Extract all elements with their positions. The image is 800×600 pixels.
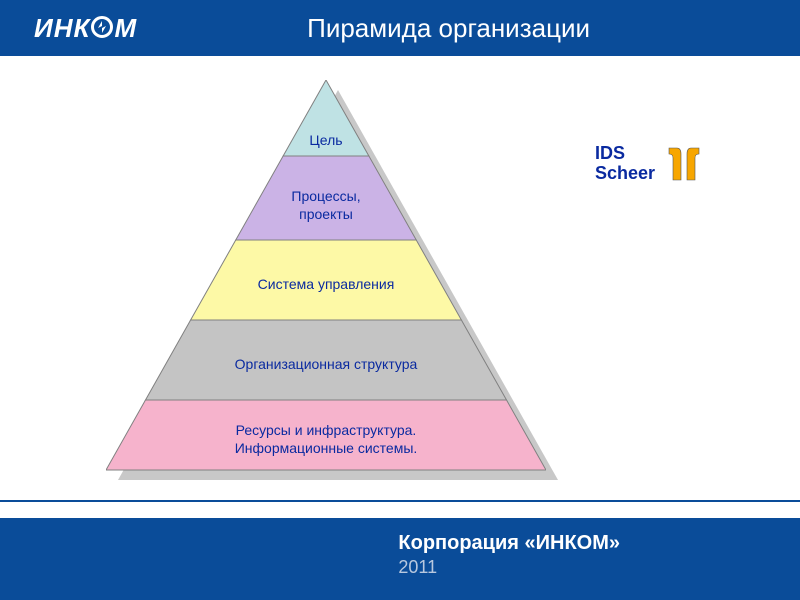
ids-line2: Scheer — [595, 164, 655, 184]
content-area: ЦельПроцессы,проектыСистема управленияОр… — [0, 56, 800, 500]
pyramid-level-2 — [191, 240, 462, 320]
ids-scheer-text: IDS Scheer — [595, 144, 655, 184]
pyramid-level-4 — [106, 400, 546, 470]
logo-text-left: ИНК — [34, 13, 90, 44]
header-bar: ИНК М Пирамида организации — [0, 0, 800, 56]
footer-year: 2011 — [398, 557, 620, 578]
logo-emblem-icon — [91, 16, 113, 38]
pyramid-level-1 — [236, 156, 417, 240]
footer-bar: Корпорация «ИНКОМ» 2011 — [0, 518, 800, 600]
footer-corp: Корпорация «ИНКОМ» — [398, 532, 620, 555]
footer-divider — [0, 500, 800, 518]
ids-scheer-block: IDS Scheer — [595, 144, 705, 184]
ids-scheer-icon — [663, 144, 705, 184]
pyramid-svg — [106, 80, 546, 478]
pyramid-level-0 — [283, 80, 369, 156]
logo: ИНК М — [34, 13, 137, 44]
ids-line1: IDS — [595, 144, 655, 164]
page-title: Пирамида организации — [307, 13, 590, 44]
pyramid-level-3 — [145, 320, 506, 400]
pyramid-diagram: ЦельПроцессы,проектыСистема управленияОр… — [106, 80, 546, 478]
footer-text: Корпорация «ИНКОМ» 2011 — [398, 532, 620, 578]
logo-text-right: М — [114, 13, 137, 44]
